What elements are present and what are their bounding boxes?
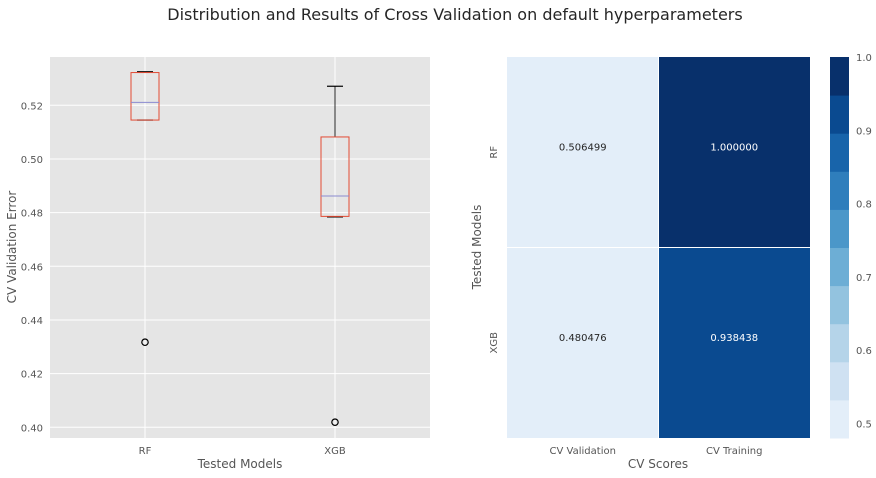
heatmap-x-axis-label: CV Scores (628, 457, 688, 471)
heatmap-cells: 0.506499 1.000000 0.480476 0.938438 (507, 57, 810, 438)
outlier-point (141, 338, 149, 347)
boxplot-y-tick-label: 0.44 (21, 316, 43, 327)
heatmap-cell (658, 247, 810, 438)
colorbar-tick-label: 0.7 (856, 273, 872, 284)
colorbar-segment (830, 209, 849, 248)
heatmap-cell-label: 1.000000 (710, 142, 758, 153)
boxplot-y-tick-label: 0.52 (21, 101, 43, 112)
box-iqr (130, 72, 160, 121)
boxplot-x-tick-label: XGB (324, 446, 346, 457)
colorbar-segment (830, 133, 849, 172)
colorbar-tick-label: 0.5 (856, 419, 872, 430)
boxplot-y-tick-labels: 0.40 0.42 0.44 0.46 0.48 0.50 0.52 (21, 101, 43, 434)
boxplot-y-tick-label: 0.46 (21, 262, 43, 273)
colorbar-segment (830, 285, 849, 325)
colorbar-segment (830, 323, 849, 363)
colorbar-segment (830, 361, 849, 401)
colorbar-segment (830, 95, 849, 134)
colorbar-tick-label: 0.8 (856, 200, 872, 211)
heatmap-cell (658, 57, 810, 248)
boxplot-y-tick-label: 0.50 (21, 155, 43, 166)
box-xgb (320, 85, 350, 426)
colorbar-segment (830, 247, 849, 287)
heatmap-y-axis-label: Tested Models (470, 205, 484, 291)
boxplot-x-tick-labels: RF XGB (139, 446, 346, 457)
heatmap-y-tick-label: XGB (489, 332, 500, 354)
heatmap-cell (507, 57, 659, 248)
box-rf (130, 71, 160, 347)
colorbar-segment (830, 57, 849, 96)
box-iqr (320, 136, 350, 217)
boxplot-y-axis-label: CV Validation Error (5, 191, 19, 304)
boxplot-plot-area (50, 57, 430, 438)
boxplot-chart: 0.40 0.42 0.44 0.46 0.48 0.50 0.52 RF XGB Teste… (5, 57, 430, 471)
boxplot-x-axis-label: Tested Models (197, 457, 283, 471)
colorbar-segment (830, 171, 849, 210)
boxplot-boxes (130, 71, 350, 426)
boxplot-y-tick-label: 0.48 (21, 209, 43, 220)
figure-title: Distribution and Results of Cross Valida… (167, 5, 743, 24)
heatmap-x-tick-label: CV Validation (550, 446, 616, 457)
heatmap-colorbar: 0.5 0.6 0.7 0.8 0.9 1.0 (830, 53, 872, 439)
outlier-point (331, 418, 339, 426)
heatmap-cell-label: 0.938438 (710, 333, 758, 344)
heatmap-chart: 0.506499 1.000000 0.480476 0.938438 CV Vali… (470, 53, 872, 471)
boxplot-y-tick-label: 0.42 (21, 370, 43, 381)
heatmap-cell-label: 0.480476 (559, 333, 607, 344)
heatmap-x-tick-labels: CV Validation CV Training (550, 446, 763, 457)
colorbar-tick-label: 0.9 (856, 126, 872, 137)
boxplot-x-tick-label: RF (139, 446, 152, 457)
heatmap-x-tick-label: CV Training (706, 446, 762, 457)
heatmap-cell (507, 247, 659, 438)
boxplot-y-tick-label: 0.40 (21, 423, 43, 434)
colorbar-segment (830, 399, 849, 439)
heatmap-y-tick-label: RF (489, 146, 500, 159)
heatmap-cell-label: 0.506499 (559, 142, 607, 153)
colorbar-tick-label: 1.0 (856, 53, 872, 64)
heatmap-y-tick-labels: RF XGB (489, 146, 500, 354)
colorbar-tick-label: 0.6 (856, 346, 872, 357)
